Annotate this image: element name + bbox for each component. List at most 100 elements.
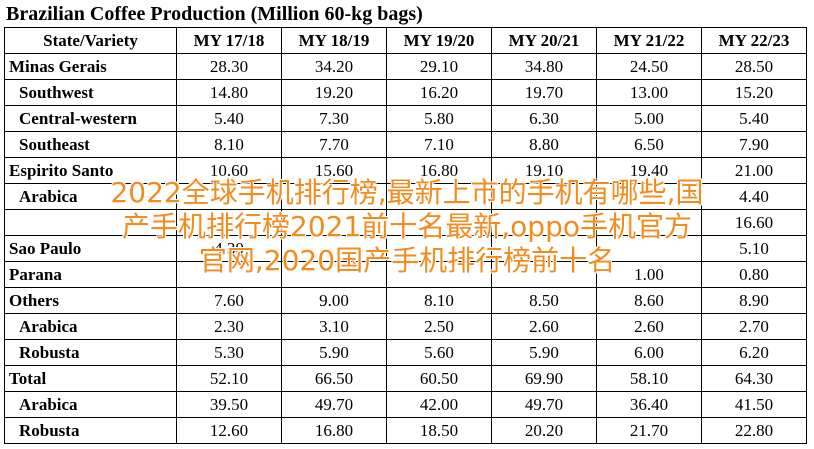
column-header: MY 21/22 [596, 27, 702, 54]
table-cell [596, 235, 702, 262]
table-cell: 28.50 [701, 53, 807, 80]
table-cell: 15.20 [701, 79, 807, 106]
table-cell: 8.80 [491, 131, 597, 158]
table-cell: 2.30 [176, 313, 282, 340]
table-row: Arabica 2.30 3.10 2.50 2.60 2.60 2.70 [4, 313, 807, 340]
table-cell: 7.70 [281, 131, 387, 158]
table-cell [491, 183, 597, 210]
coffee-production-table: State/Variety MY 17/18 MY 18/19 MY 19/20… [4, 27, 807, 444]
table-cell: 66.50 [281, 365, 387, 392]
table-title: Brazilian Coffee Production (Million 60-… [6, 3, 423, 25]
table-cell: 16.80 [281, 417, 387, 444]
table-cell: 13.00 [596, 79, 702, 106]
row-label: Central-western [4, 105, 177, 132]
table-cell: 8.50 [491, 287, 597, 314]
table-cell [281, 235, 387, 262]
table-cell: 7.60 [176, 287, 282, 314]
table-cell: 22.80 [701, 417, 807, 444]
table-row: Central-western 5.40 7.30 5.80 6.30 5.00 5.40 [4, 105, 807, 132]
row-label: Sao Paulo [4, 235, 177, 262]
table-row: Espirito Santo 10.60 15.60 16.80 19.10 19.40 2… [4, 157, 807, 184]
table-cell: 1.00 [596, 261, 702, 288]
table-row: Total 52.10 66.50 60.50 69.90 58.10 64.30 [4, 365, 807, 392]
row-label: Robusta [4, 417, 177, 444]
table-cell: 49.70 [491, 391, 597, 418]
table-cell [491, 209, 597, 236]
table-cell [386, 183, 492, 210]
row-label: Southeast [4, 131, 177, 158]
table-cell: 7.10 [386, 131, 492, 158]
table-cell: 2.60 [596, 313, 702, 340]
table-cell: 5.90 [491, 339, 597, 366]
table-cell: 19.40 [596, 157, 702, 184]
table-row: Southwest 14.80 19.20 16.20 19.70 13.00 15.20 [4, 79, 807, 106]
table-row: Robusta 12.60 16.80 18.50 20.20 21.70 22.80 [4, 417, 807, 444]
table-cell: 7.30 [281, 105, 387, 132]
table-cell: 15.60 [281, 157, 387, 184]
table-cell: 5.80 [386, 105, 492, 132]
column-header: MY 19/20 [386, 27, 492, 54]
table-cell: 12.60 [176, 417, 282, 444]
table-cell: 4.40 [701, 183, 807, 210]
table-cell: 4.30 [176, 235, 282, 262]
table-cell: 14.80 [176, 79, 282, 106]
row-label: Minas Gerais [4, 53, 177, 80]
table-cell: 5.00 [596, 105, 702, 132]
table-cell: 34.20 [281, 53, 387, 80]
table-cell: 0.80 [701, 261, 807, 288]
row-label: Arabica [4, 313, 177, 340]
table-cell [491, 261, 597, 288]
table-body: Minas Gerais 28.30 34.20 29.10 34.80 24.50 28.… [4, 53, 807, 444]
table-row: Southeast 8.10 7.70 7.10 8.80 6.50 7.90 [4, 131, 807, 158]
table-cell: 16.60 [701, 209, 807, 236]
table-cell: 10.60 [176, 157, 282, 184]
row-label: Others [4, 287, 177, 314]
table-cell: 8.60 [596, 287, 702, 314]
row-label: Espirito Santo [4, 157, 177, 184]
table-cell [281, 209, 387, 236]
table-cell: 19.20 [281, 79, 387, 106]
table-row: Minas Gerais 28.30 34.20 29.10 34.80 24.50 28.… [4, 53, 807, 80]
column-header: MY 18/19 [281, 27, 387, 54]
table-cell: 16.80 [386, 157, 492, 184]
table-cell: 20.20 [491, 417, 597, 444]
column-header: MY 17/18 [176, 27, 282, 54]
table-cell: 8.10 [176, 131, 282, 158]
row-label: Total [4, 365, 177, 392]
table-row: Sao Paulo 4.30 5.10 [4, 235, 807, 262]
table-cell: 18.50 [386, 417, 492, 444]
table-row: Parana 1.00 0.80 [4, 261, 807, 288]
table-cell [386, 261, 492, 288]
table-cell [176, 209, 282, 236]
row-label: Arabica [4, 183, 177, 210]
table-cell: 52.10 [176, 365, 282, 392]
table-cell: 42.00 [386, 391, 492, 418]
table-cell: 7.90 [701, 131, 807, 158]
table-cell: 29.10 [386, 53, 492, 80]
table-cell: 28.30 [176, 53, 282, 80]
table-cell: 5.30 [176, 339, 282, 366]
table-cell: 69.90 [491, 365, 597, 392]
row-label [4, 209, 177, 236]
table-cell [386, 235, 492, 262]
table-cell [596, 183, 702, 210]
table-cell: 8.10 [386, 287, 492, 314]
table-cell: 41.50 [701, 391, 807, 418]
table-header-row: State/Variety MY 17/18 MY 18/19 MY 19/20… [4, 27, 807, 54]
table-cell [491, 235, 597, 262]
table-cell: 34.80 [491, 53, 597, 80]
table-cell: 5.40 [701, 105, 807, 132]
table-cell: 5.40 [176, 105, 282, 132]
table-cell: 9.00 [281, 287, 387, 314]
table-row: Arabica 4.40 [4, 183, 807, 210]
table-cell [281, 183, 387, 210]
column-header: MY 20/21 [491, 27, 597, 54]
row-label: Robusta [4, 339, 177, 366]
table-cell: 58.10 [596, 365, 702, 392]
column-header: MY 22/23 [701, 27, 807, 54]
table-cell: 49.70 [281, 391, 387, 418]
table-cell: 5.90 [281, 339, 387, 366]
table-row: Arabica 39.50 49.70 42.00 49.70 36.40 41.50 [4, 391, 807, 418]
table-row: Robusta 5.30 5.90 5.60 5.90 6.00 6.20 [4, 339, 807, 366]
